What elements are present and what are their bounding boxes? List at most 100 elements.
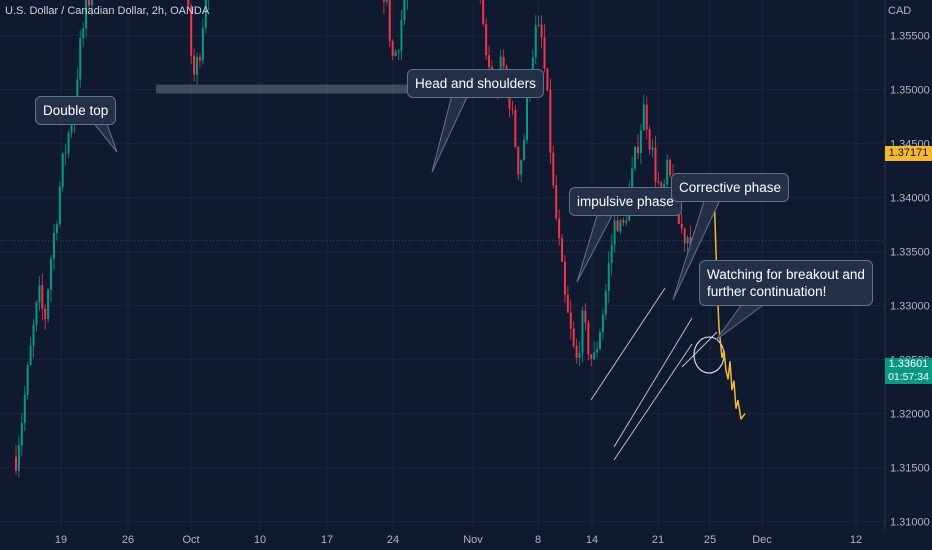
candle-body	[204, 0, 207, 29]
candle-body	[20, 422, 23, 446]
pointer-double-top	[90, 120, 118, 153]
candle-body	[44, 308, 47, 319]
price-tick-label: 1.34000	[890, 193, 930, 205]
time-tick-label: Dec	[752, 534, 772, 546]
candle-body	[604, 291, 607, 315]
time-tick-label: 12	[850, 534, 862, 546]
candle-body	[397, 50, 400, 53]
candle-body	[639, 130, 642, 154]
callout-double-top[interactable]: Double top	[35, 96, 117, 125]
pointer-head-and-shoulders	[431, 94, 469, 173]
price-lines	[0, 240, 885, 242]
candle-body	[581, 310, 584, 353]
time-tick-label: 10	[254, 534, 266, 546]
candle-body	[642, 104, 645, 131]
candle-body	[47, 289, 50, 319]
candle-body	[645, 104, 648, 130]
candle-body	[76, 79, 79, 105]
candle-body	[187, 0, 190, 6]
candle-body	[587, 322, 590, 355]
symbol-title[interactable]: U.S. Dollar / Canadian Dollar, 2h, OANDA	[5, 5, 210, 17]
candle-body	[35, 302, 38, 325]
candle-body	[622, 220, 625, 223]
candle-body	[482, 0, 485, 25]
candle-body	[651, 147, 654, 150]
time-tick-label: 21	[652, 534, 664, 546]
trend-channels	[590, 287, 725, 461]
candle-body	[531, 57, 534, 80]
candle-body	[517, 146, 520, 175]
candle-body	[58, 186, 61, 225]
candle-body	[64, 152, 67, 154]
candle-body	[654, 147, 657, 182]
time-axis-bg	[0, 530, 932, 550]
callout-impulsive-phase[interactable]: impulsive phase	[569, 187, 682, 216]
candle-body	[561, 238, 564, 262]
candle-body	[17, 445, 20, 471]
candle-body	[663, 184, 666, 190]
price-tick-label: 1.33500	[890, 247, 930, 259]
time-tick-label: Oct	[182, 534, 199, 546]
candle-body	[575, 345, 578, 358]
time-tick-label: 14	[586, 534, 598, 546]
current-price-tag: 1.33601 01:57:34	[885, 358, 932, 384]
time-tick-label: 26	[122, 534, 134, 546]
channel-line	[613, 343, 693, 461]
candle-body	[680, 223, 683, 229]
price-tick-label: 1.35500	[890, 31, 930, 43]
candle-body	[558, 218, 561, 239]
candle-body	[669, 159, 672, 176]
candle-body	[599, 332, 601, 350]
candle-body	[648, 129, 651, 150]
candle-body	[607, 262, 610, 292]
candle-body	[590, 354, 593, 359]
candle-body	[88, 0, 90, 6]
candle-body	[70, 125, 73, 133]
candle-body	[198, 57, 201, 61]
support-zone-bar	[156, 84, 514, 94]
candle-body	[593, 352, 596, 359]
candle-body	[555, 185, 558, 219]
resistance-price-tag: 1.37171	[885, 146, 932, 161]
candles	[15, 0, 692, 478]
time-tick-label: 24	[387, 534, 399, 546]
candle-body	[683, 228, 686, 244]
price-tick-label: 1.31000	[890, 517, 930, 529]
candle-body	[523, 139, 526, 161]
callout-pointers	[90, 94, 772, 341]
candle-body	[38, 285, 41, 303]
candle-body	[520, 160, 523, 175]
candle-body	[572, 328, 575, 346]
time-tick-label: Nov	[463, 534, 483, 546]
callout-corrective-phase[interactable]: Corrective phase	[671, 173, 790, 202]
candle-body	[190, 5, 193, 56]
candle-body	[625, 220, 628, 223]
channel-line	[681, 331, 718, 368]
candle-body	[616, 220, 619, 232]
candle-body	[394, 52, 397, 56]
candle-body	[90, 0, 93, 6]
bar-countdown: 01:57:34	[888, 371, 929, 383]
candle-body	[514, 109, 517, 147]
candle-body	[193, 55, 196, 75]
callout-breakout-watch[interactable]: Watching for breakout and further contin…	[699, 260, 873, 306]
candle-body	[511, 109, 514, 111]
candle-body	[660, 182, 663, 190]
candle-body	[569, 312, 572, 329]
candle-body	[26, 365, 29, 395]
candle-body	[631, 168, 634, 191]
time-axis[interactable]: 19 26 Oct 10 17 24 Nov 8 14 21 25 Dec 12	[55, 534, 862, 546]
candle-body	[391, 41, 394, 56]
candle-body	[566, 294, 569, 313]
candle-body	[596, 349, 599, 353]
candle-body	[79, 38, 82, 80]
candle-body	[67, 132, 70, 153]
candle-body	[388, 0, 391, 42]
candle-body	[55, 224, 58, 234]
candle-body	[61, 153, 64, 187]
callout-head-and-shoulders[interactable]: Head and shoulders	[407, 69, 544, 98]
candle-body	[610, 244, 613, 263]
candle-body	[619, 220, 622, 232]
